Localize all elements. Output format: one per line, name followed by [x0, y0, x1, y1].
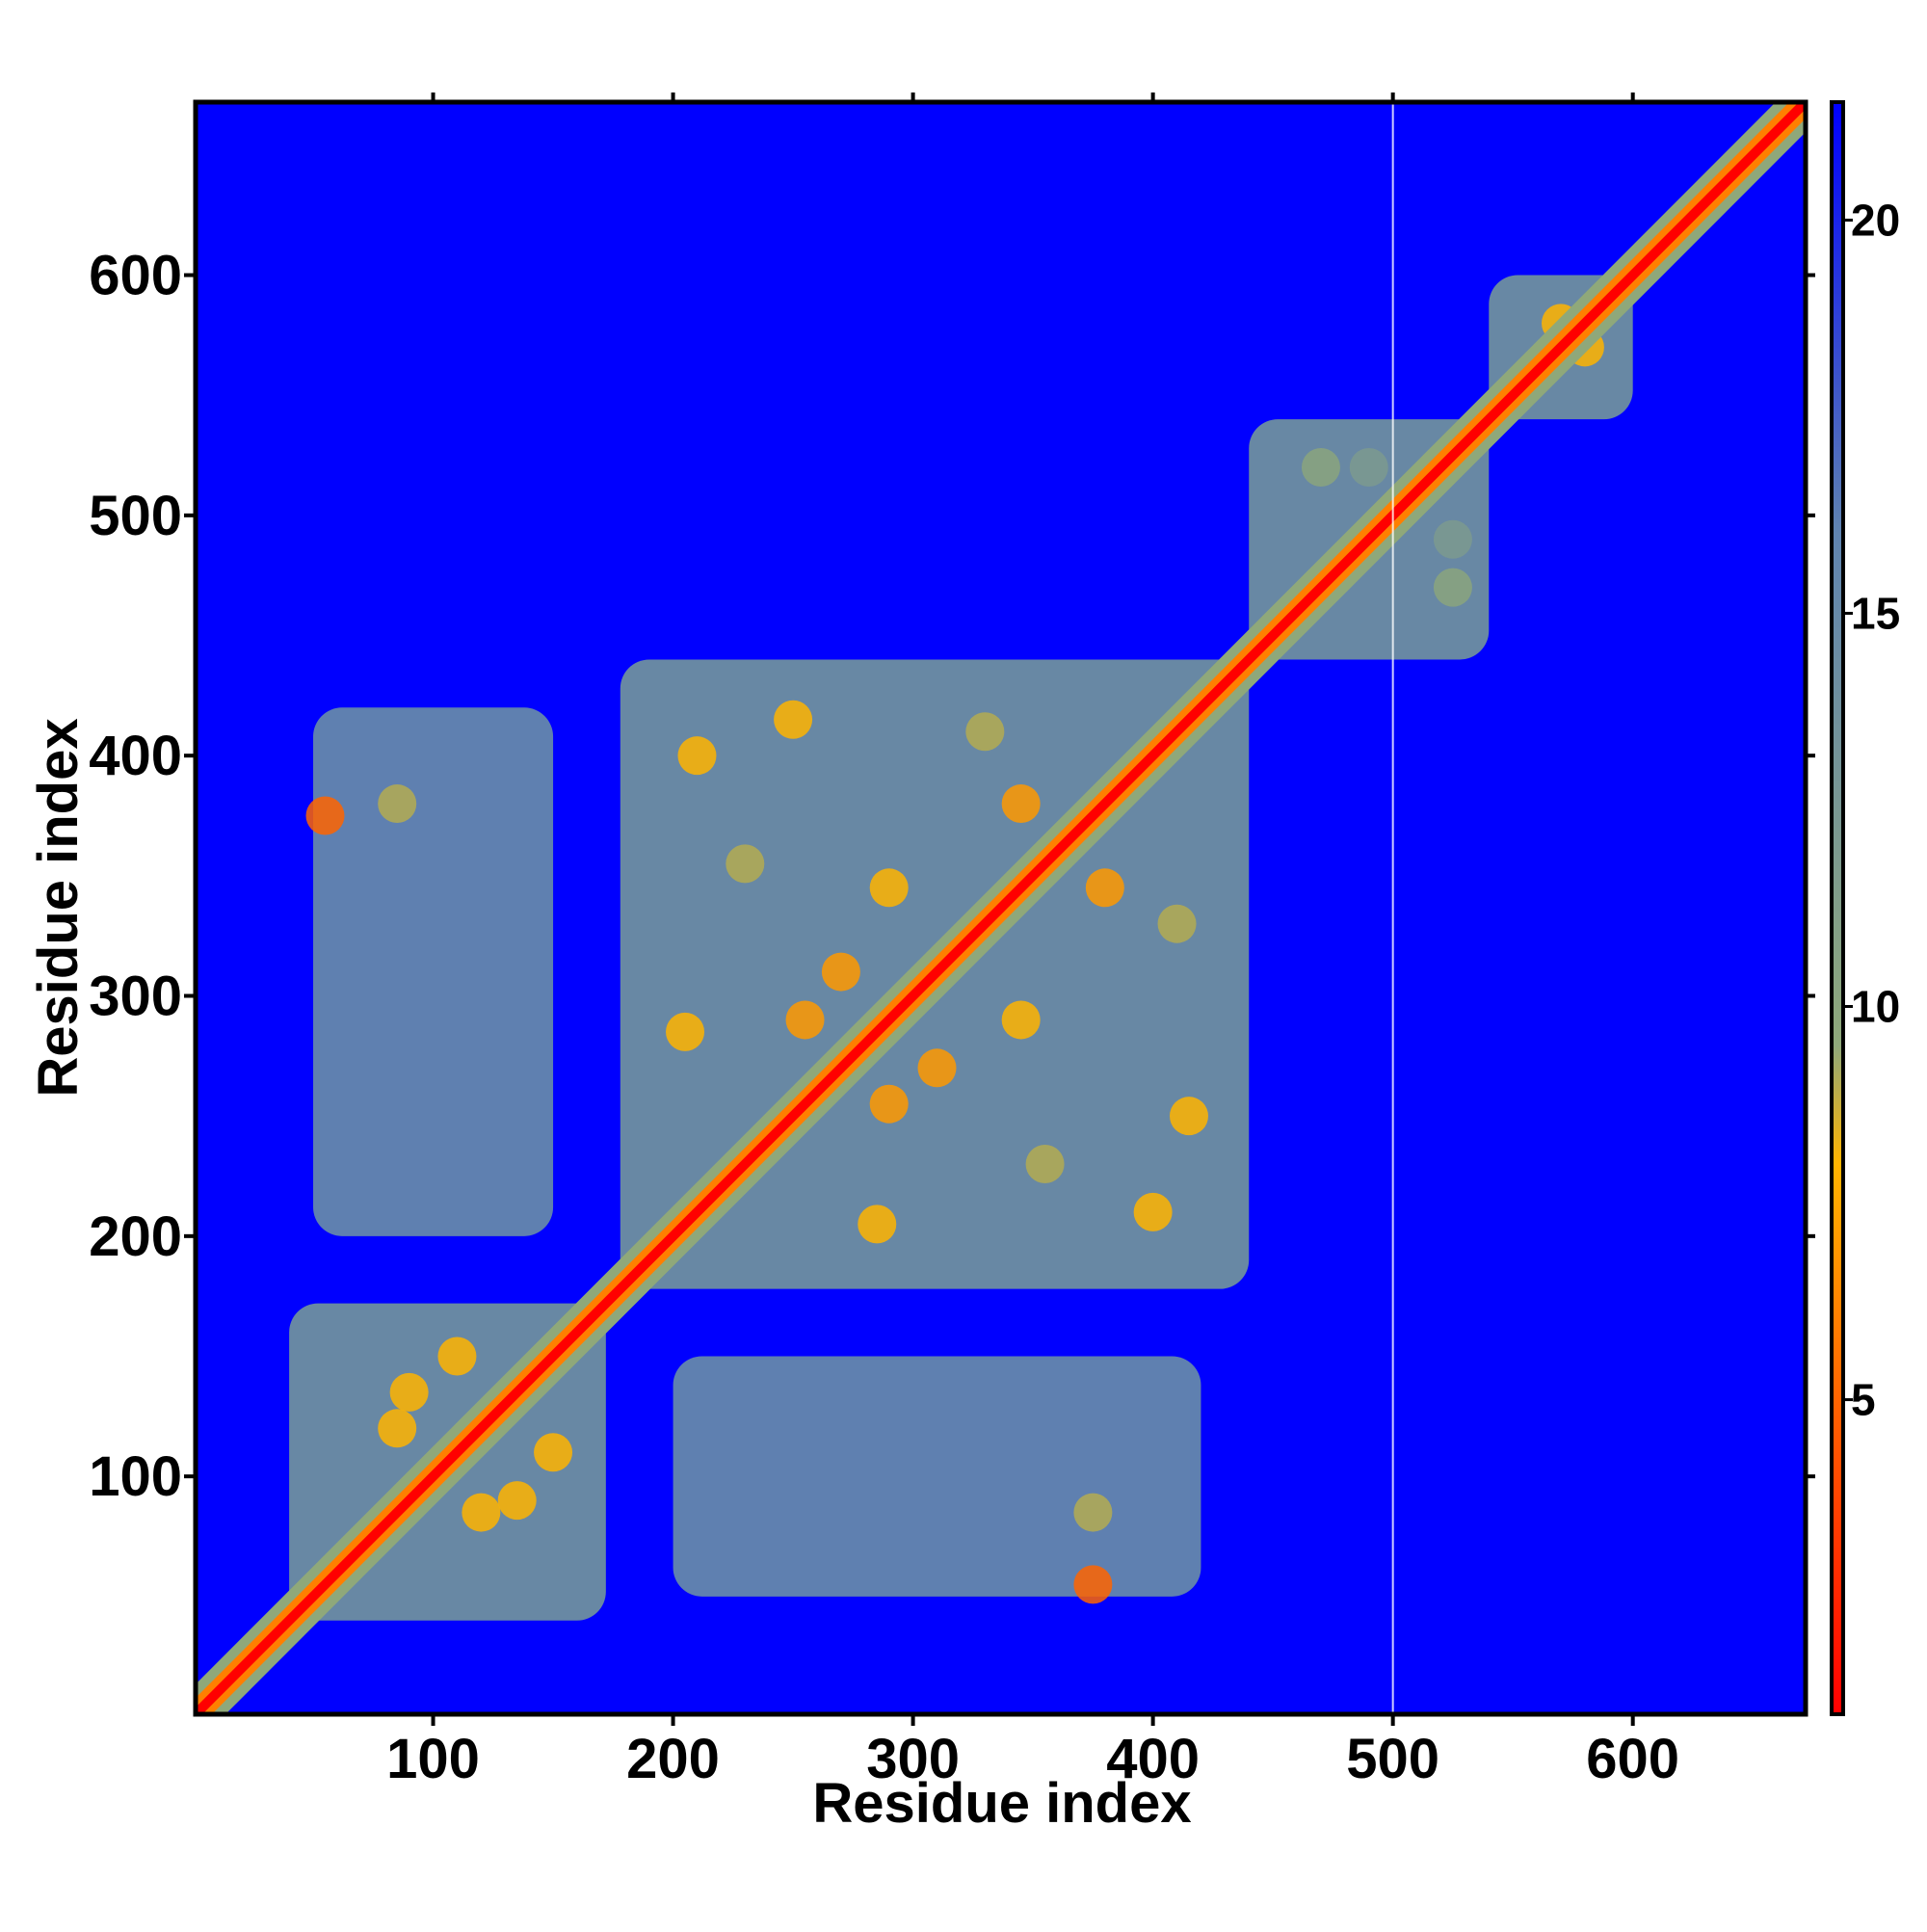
hotspot-mark	[858, 1204, 897, 1244]
hotspot-mark	[1001, 784, 1041, 824]
hotspot-mark	[774, 700, 813, 739]
hotspot-mark	[378, 784, 417, 824]
hotspot-mark	[869, 1084, 909, 1124]
y-axis-title: Residue index	[27, 718, 90, 1097]
y-tick-label: 600	[89, 245, 182, 307]
hotspot-mark	[677, 736, 717, 776]
hotspot-mark	[1001, 1000, 1041, 1040]
hotspot-mark	[1349, 447, 1388, 487]
diagonal-layer	[196, 102, 1806, 1714]
hotspot-mark	[869, 868, 909, 908]
plot-frame	[193, 99, 1808, 1717]
hotspot-mark	[1025, 1145, 1065, 1184]
hotspot-mark	[497, 1481, 537, 1521]
colorbar: 5 10 15 20	[1830, 100, 1900, 1716]
x-tick-label: 500	[1346, 1728, 1439, 1790]
hotspot-mark	[726, 844, 765, 884]
x-tick-label: 200	[626, 1728, 720, 1790]
hotspot-mark	[1301, 447, 1340, 487]
y-axis-ticks: 100 200 300 400 500 600	[89, 245, 1815, 1508]
hotspots-layer	[305, 304, 1604, 1604]
hotspot-mark	[965, 712, 1005, 752]
hotspot-mark	[785, 1000, 825, 1040]
colorbar-tick-label: 10	[1851, 982, 1900, 1032]
hotspot-mark	[1073, 1565, 1113, 1604]
hotspot-mark	[666, 1012, 705, 1051]
x-axis-title: Residue index	[812, 1772, 1191, 1835]
y-tick-label: 400	[89, 725, 182, 787]
hotspot-mark	[917, 1048, 957, 1088]
x-tick-label: 600	[1586, 1728, 1679, 1790]
hotspot-mark	[1433, 519, 1472, 559]
hotspot-mark	[1085, 868, 1124, 908]
colorbar-tick-label: 20	[1851, 195, 1900, 245]
x-tick-label: 300	[866, 1728, 960, 1790]
hotspot-mark	[1169, 1097, 1208, 1136]
contact-region	[673, 1356, 1201, 1597]
y-tick-label: 100	[89, 1445, 182, 1508]
diagonal-core	[196, 102, 1806, 1714]
hotspot-mark	[1133, 1192, 1173, 1231]
contact-region	[313, 707, 554, 1236]
y-tick-label: 200	[89, 1205, 182, 1268]
hotspot-mark	[821, 952, 860, 992]
hotspot-mark	[437, 1337, 477, 1376]
hotspot-mark	[378, 1409, 417, 1448]
colorbar-frame	[1830, 100, 1845, 1716]
y-tick-label: 500	[89, 485, 182, 547]
colorbar-tick-label: 5	[1851, 1375, 1876, 1425]
hotspot-mark	[1433, 568, 1472, 607]
colorbar-fill	[1832, 102, 1843, 1714]
hotspot-mark	[389, 1372, 429, 1412]
hotspot-mark	[462, 1493, 501, 1532]
colorbar-ticks: 5 10 15 20	[1843, 195, 1900, 1425]
hotspot-mark	[1157, 904, 1197, 943]
hotspot-mark	[534, 1433, 573, 1472]
x-tick-label: 400	[1106, 1728, 1200, 1790]
x-axis-ticks: 100 200 300 400 500 600	[386, 93, 1679, 1790]
hotspot-mark	[305, 796, 345, 835]
hotspot-mark	[1073, 1493, 1113, 1532]
x-tick-label: 100	[386, 1728, 480, 1790]
colorbar-tick-label: 15	[1851, 588, 1900, 638]
y-tick-label: 300	[89, 966, 182, 1028]
heatmap-plot-area	[196, 102, 1806, 1714]
